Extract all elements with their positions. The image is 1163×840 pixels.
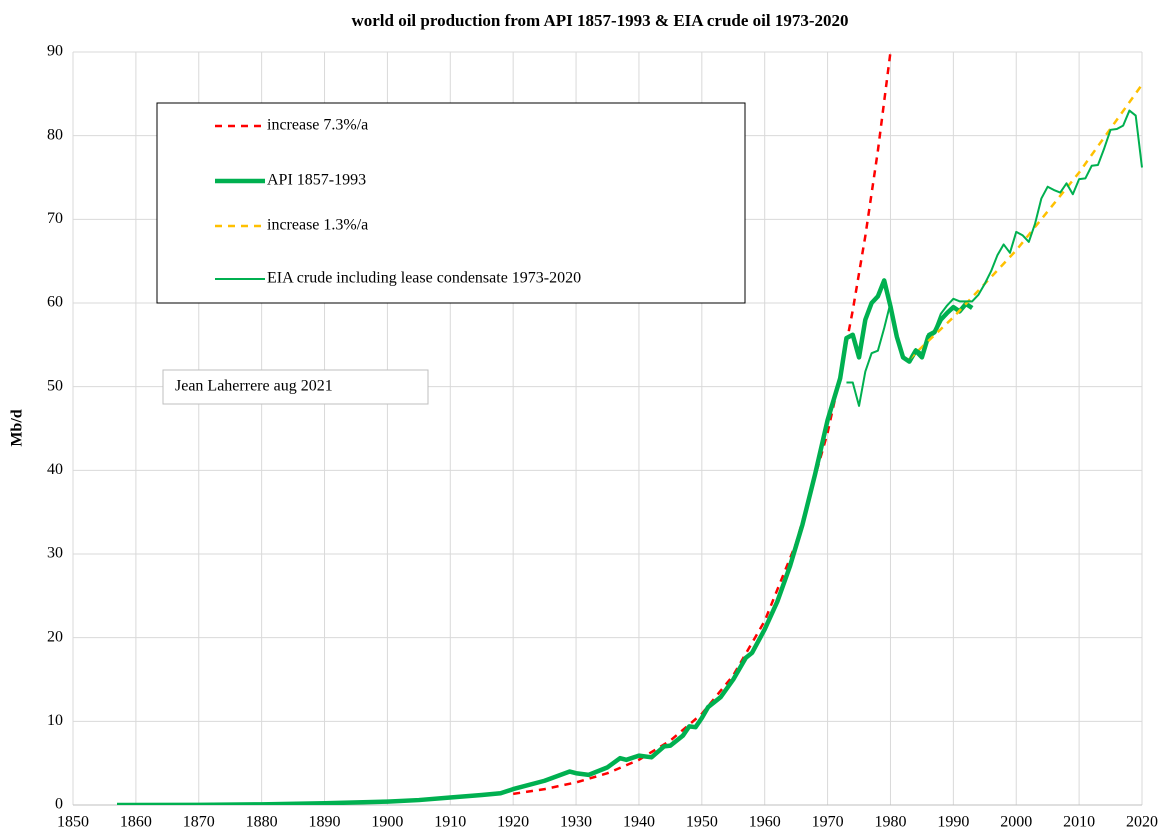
- y-tick-label: 0: [55, 796, 63, 813]
- series-line: [512, 52, 892, 796]
- x-tick-label: 1850: [57, 814, 89, 831]
- x-tick-label: 1920: [497, 814, 529, 831]
- legend-label: increase 1.3%/a: [267, 217, 368, 234]
- x-tick-label: 1980: [874, 814, 906, 831]
- legend-box: [156, 102, 746, 304]
- y-tick-label: 50: [47, 377, 63, 394]
- x-tick-label: 1890: [309, 814, 341, 831]
- series-line: [117, 278, 974, 805]
- y-tick-label: 10: [47, 712, 63, 729]
- legend-label: EIA crude including lease condensate 197…: [267, 270, 581, 287]
- y-axis-label: Mb/d: [9, 409, 26, 446]
- y-tick-label: 40: [47, 461, 63, 478]
- x-tick-label: 2010: [1063, 814, 1095, 831]
- x-tick-label: 1970: [812, 814, 844, 831]
- x-tick-label: 1880: [246, 814, 278, 831]
- series-line: [846, 109, 1143, 407]
- x-tick-label: 1940: [623, 814, 655, 831]
- x-tick-label: 1860: [120, 814, 152, 831]
- series-line: [908, 83, 1143, 360]
- x-tick-label: 2000: [1000, 814, 1032, 831]
- y-tick-label: 70: [47, 210, 63, 227]
- x-tick-label: 1950: [686, 814, 718, 831]
- note-box: [162, 369, 429, 405]
- y-tick-label: 80: [47, 126, 63, 143]
- x-tick-label: 2020: [1126, 814, 1158, 831]
- y-tick-label: 30: [47, 545, 63, 562]
- chart-title: world oil production from API 1857-1993 …: [351, 11, 848, 30]
- x-tick-label: 1930: [560, 814, 592, 831]
- legend: increase 7.3%/a API 1857-1993 increase 1.3…: [156, 102, 746, 304]
- x-tick-label: 1960: [749, 814, 781, 831]
- x-tick-label: 1870: [183, 814, 215, 831]
- x-tick-label: 1900: [371, 814, 403, 831]
- note: Jean Laherrere aug 2021: [175, 378, 333, 395]
- x-tick-label: 1910: [434, 814, 466, 831]
- y-tick-label: 60: [47, 294, 63, 311]
- x-tick-label: 1990: [937, 814, 969, 831]
- legend-label: increase 7.3%/a: [267, 117, 368, 134]
- legend-label: API 1857-1993: [267, 172, 366, 189]
- plot-area: [117, 52, 1143, 805]
- y-tick-label: 20: [47, 628, 63, 645]
- y-tick-label: 90: [47, 43, 63, 60]
